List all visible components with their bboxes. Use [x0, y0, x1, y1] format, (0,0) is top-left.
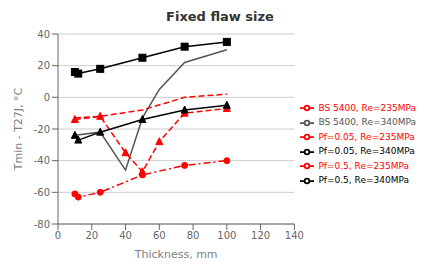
svg-text:Tmin - T27J, °C: Tmin - T27J, °C: [12, 87, 25, 171]
html-text:Pf=0.05, Re=340MPa: Pf=0.05, Re=340MPa: [318, 146, 415, 156]
svg-text:20: 20: [85, 230, 98, 241]
svg-text:40: 40: [119, 230, 132, 241]
svg-text:-20: -20: [34, 124, 50, 135]
svg-text:0: 0: [44, 92, 50, 103]
html-text:BS 5400, Re=340MPa: BS 5400, Re=340MPa: [318, 117, 416, 127]
html-text:Pf=0.05, Re=235MPa: Pf=0.05, Re=235MPa: [318, 131, 415, 142]
svg-text:100: 100: [217, 230, 236, 241]
svg-text:40: 40: [37, 29, 50, 40]
svg-text:-60: -60: [34, 187, 50, 198]
svg-text:120: 120: [251, 230, 270, 241]
svg-text:-80: -80: [34, 219, 50, 230]
svg-text:20: 20: [37, 60, 50, 71]
svg-text:0: 0: [55, 230, 61, 241]
svg-text:Thickness, mm: Thickness, mm: [134, 248, 218, 261]
svg-text:60: 60: [153, 230, 166, 241]
html-text:Fixed flaw size: Fixed flaw size: [166, 9, 274, 24]
html-text:BS 5400, Re=235MPa: BS 5400, Re=235MPa: [318, 102, 416, 113]
svg-text:140: 140: [285, 230, 304, 241]
svg-text:-40: -40: [34, 155, 50, 166]
html-text:Pf=0.5, Re=235MPa: Pf=0.5, Re=235MPa: [318, 160, 409, 171]
html-text:Pf=0.5, Re=340MPa: Pf=0.5, Re=340MPa: [318, 175, 409, 185]
svg-text:80: 80: [187, 230, 200, 241]
